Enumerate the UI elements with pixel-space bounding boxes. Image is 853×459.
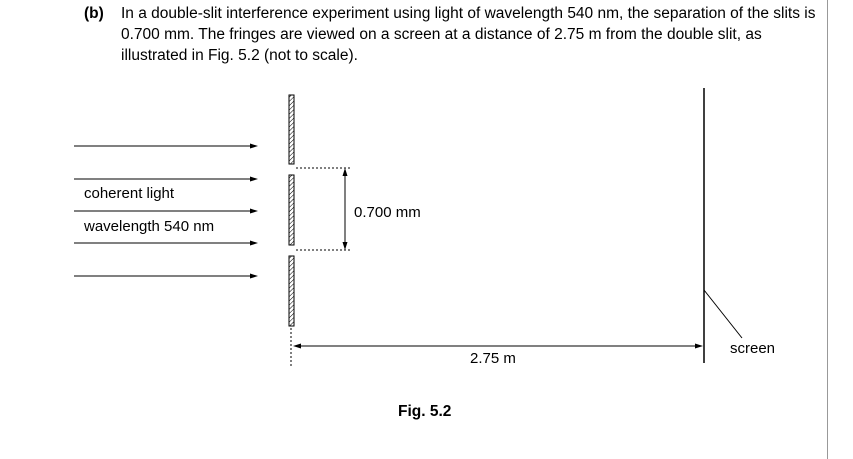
screen-label-leader: [703, 289, 743, 339]
wavelength-label: wavelength 540 nm: [83, 218, 214, 235]
barrier-segment-top: [288, 94, 295, 165]
coherent-light-label: coherent light: [84, 185, 175, 202]
incident-light-rays: [74, 143, 258, 279]
slit-separation-marker: [296, 167, 352, 251]
barrier-segment-middle: [288, 174, 295, 246]
light-ray-3: [74, 208, 258, 214]
figure-caption: Fig. 5.2: [398, 403, 451, 420]
distance-label: 2.75 m: [470, 350, 516, 367]
double-slit-barrier: [288, 94, 295, 327]
page-margin-rule: [827, 0, 828, 459]
slit-separation-label: 0.700 mm: [354, 204, 421, 221]
light-ray-5: [74, 273, 258, 279]
light-ray-1: [74, 143, 258, 149]
barrier-segment-bottom: [288, 255, 295, 327]
light-ray-2: [74, 176, 258, 182]
question-text: In a double-slit interference experiment…: [121, 5, 816, 64]
screen-label: screen: [730, 340, 775, 357]
distance-marker: [293, 343, 703, 349]
question-part-label: (b): [84, 5, 104, 22]
light-ray-4: [74, 240, 258, 246]
